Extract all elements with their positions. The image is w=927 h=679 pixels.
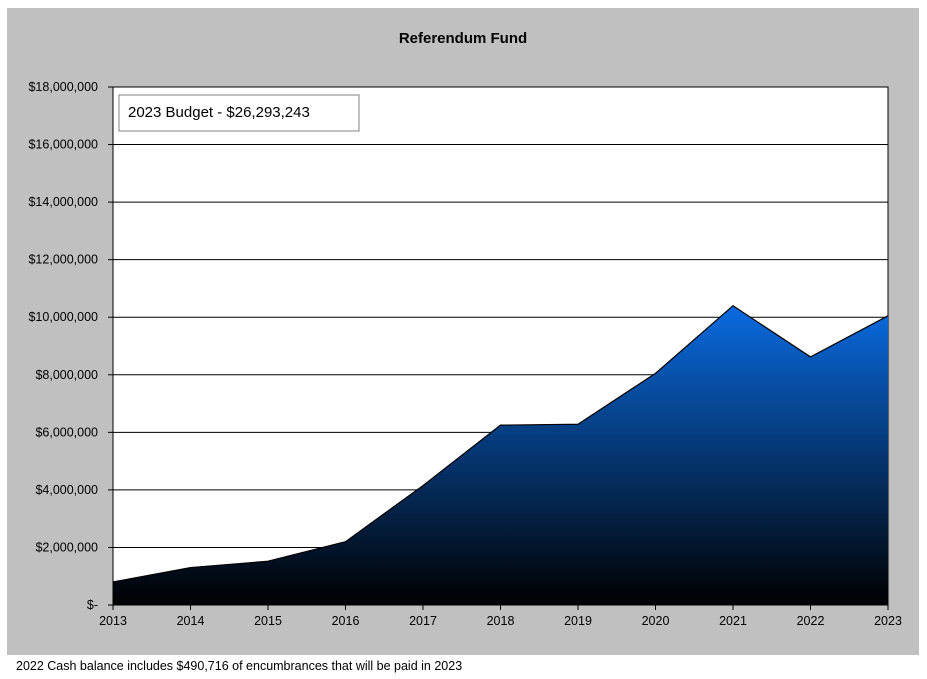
y-tick-label: $6,000,000: [35, 425, 98, 439]
x-tick-label-2015: 2015: [254, 614, 282, 628]
y-tick-label: $8,000,000: [35, 368, 98, 382]
x-tick-label-2018: 2018: [487, 614, 515, 628]
y-tick-label: $12,000,000: [28, 253, 98, 267]
y-axis: $- $2,000,000 $4,000,000 $6,000,000 $8,000,0…: [28, 80, 114, 612]
data-point-2023: [887, 315, 889, 317]
data-point-2014: [190, 567, 191, 569]
x-tick-label-2022: 2022: [797, 614, 825, 628]
data-point-2016: [345, 541, 346, 543]
x-tick-label-2020: 2020: [642, 614, 670, 628]
y-tick-label: $14,000,000: [28, 195, 98, 209]
annotation-text: 2023 Budget - $26,293,243: [128, 104, 310, 121]
y-tick-label: $2,000,000: [35, 540, 98, 554]
data-point-2019: [577, 423, 579, 425]
y-tick-label: $16,000,000: [28, 138, 98, 152]
budget-annotation: 2023 Budget - $26,293,243: [118, 94, 360, 132]
x-axis: 2013 2014 2015 2016 2017 2018 2019 2020 2021 2022…: [99, 604, 902, 628]
y-tick-label: $4,000,000: [35, 483, 98, 497]
x-tick-label-2013: 2013: [99, 614, 127, 628]
annotation-box: [118, 94, 360, 132]
data-point-2015: [267, 560, 269, 562]
x-tick-label-2023: 2023: [874, 614, 902, 628]
footnote: 2022 Cash balance includes $490,716 of e…: [16, 659, 463, 673]
x-tick-label-2019: 2019: [564, 614, 592, 628]
chart-title: Referendum Fund: [399, 30, 527, 47]
y-tick-label: $10,000,000: [28, 310, 98, 324]
x-tick-label-2017: 2017: [409, 614, 437, 628]
data-point-2020: [655, 372, 656, 374]
data-point-2018: [500, 424, 501, 426]
y-tick-label: $-: [87, 598, 98, 612]
data-point-2022: [810, 356, 811, 358]
data-point-2021: [732, 305, 734, 307]
x-tick-label-2016: 2016: [332, 614, 360, 628]
area-fill: [113, 305, 888, 605]
x-tick-label-2014: 2014: [177, 614, 205, 628]
x-tick-label-2021: 2021: [719, 614, 747, 628]
y-tick-label: $18,000,000: [28, 80, 98, 94]
data-point-2017: [422, 485, 424, 487]
